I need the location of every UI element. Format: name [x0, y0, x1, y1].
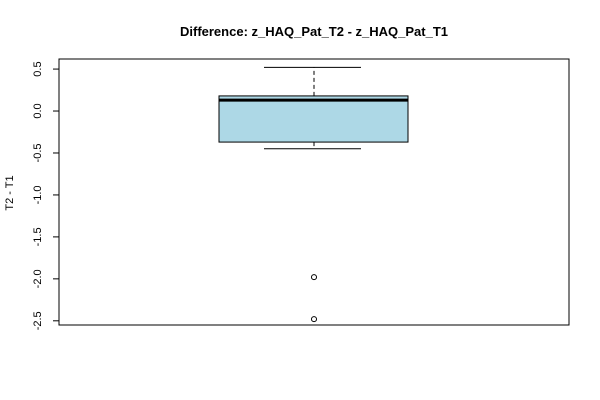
y-axis: 0.5 0.0 -0.5 -1.0 -1.5 -2.0 -2.5 — [32, 61, 60, 330]
y-tick-label: -1.5 — [32, 227, 44, 246]
iqr-box — [218, 95, 409, 143]
boxplot — [218, 66, 409, 323]
outlier-point — [311, 316, 317, 323]
y-tick-label: -1.0 — [32, 185, 44, 204]
chart-title: Difference: z_HAQ_Pat_T2 - z_HAQ_Pat_T1 — [180, 24, 448, 39]
y-tick-label: 0.0 — [32, 103, 44, 118]
outlier-point — [311, 274, 317, 281]
y-tick-label: -0.5 — [32, 143, 44, 162]
y-axis-label: T2 - T1 — [4, 175, 16, 210]
y-tick-label: 0.5 — [32, 61, 44, 76]
y-tick-label: -2.0 — [32, 269, 44, 288]
y-tick-label: -2.5 — [32, 311, 44, 330]
